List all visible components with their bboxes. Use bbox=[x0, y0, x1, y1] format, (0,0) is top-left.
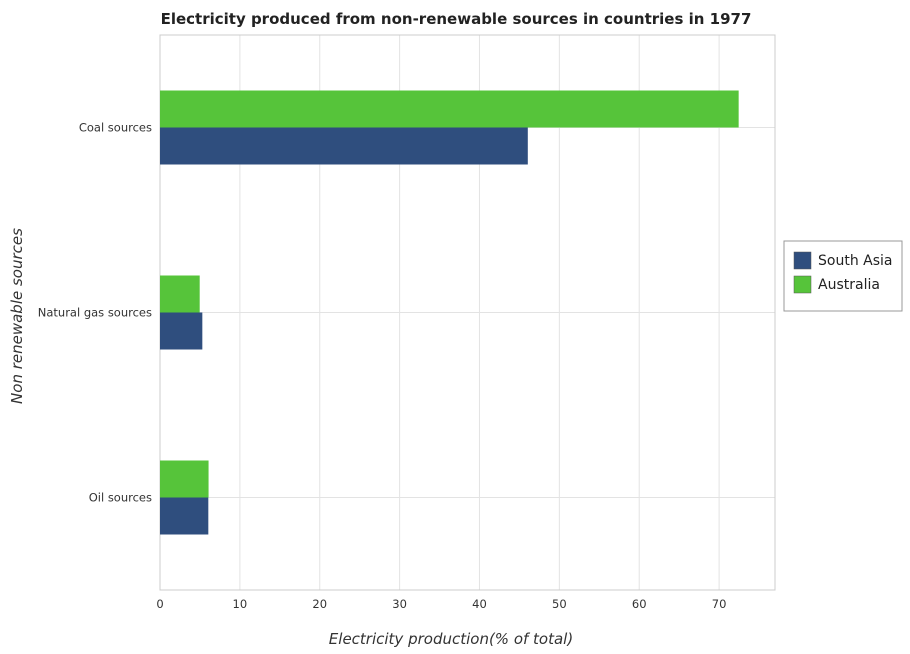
legend-label: Australia bbox=[818, 277, 880, 293]
x-tick-label: 70 bbox=[712, 597, 727, 611]
x-tick-label: 40 bbox=[472, 597, 487, 611]
y-axis-categories: Coal sources Natural gas sources Oil sourc… bbox=[38, 121, 152, 505]
category-label: Coal sources bbox=[79, 121, 152, 135]
x-axis-ticks: 0 10 20 30 40 50 60 70 bbox=[156, 597, 726, 611]
x-tick-label: 0 bbox=[156, 597, 163, 611]
category-label: Natural gas sources bbox=[38, 306, 152, 320]
x-tick-label: 10 bbox=[233, 597, 248, 611]
bars bbox=[160, 90, 739, 535]
bar-south-asia-oil-sources bbox=[160, 497, 209, 535]
x-tick-label: 60 bbox=[632, 597, 647, 611]
x-tick-label: 30 bbox=[392, 597, 407, 611]
legend-swatch bbox=[793, 275, 812, 294]
y-axis-label: Non renewable sources bbox=[8, 228, 26, 404]
category-label: Oil sources bbox=[89, 491, 152, 505]
bar-australia-oil-sources bbox=[160, 460, 209, 498]
x-tick-label: 50 bbox=[552, 597, 567, 611]
bar-australia-coal-sources bbox=[160, 90, 739, 128]
x-tick-label: 20 bbox=[312, 597, 327, 611]
bar-australia-natural-gas-sources bbox=[160, 275, 200, 313]
bar-south-asia-natural-gas-sources bbox=[160, 312, 203, 350]
legend-label: South Asia bbox=[818, 253, 892, 269]
chart-title: Electricity produced from non-renewable … bbox=[161, 10, 752, 28]
x-axis-label: Electricity production(% of total) bbox=[329, 630, 573, 648]
bar-south-asia-coal-sources bbox=[160, 127, 528, 165]
legend-swatch bbox=[793, 251, 812, 270]
legend: South Asia Australia bbox=[783, 240, 903, 312]
